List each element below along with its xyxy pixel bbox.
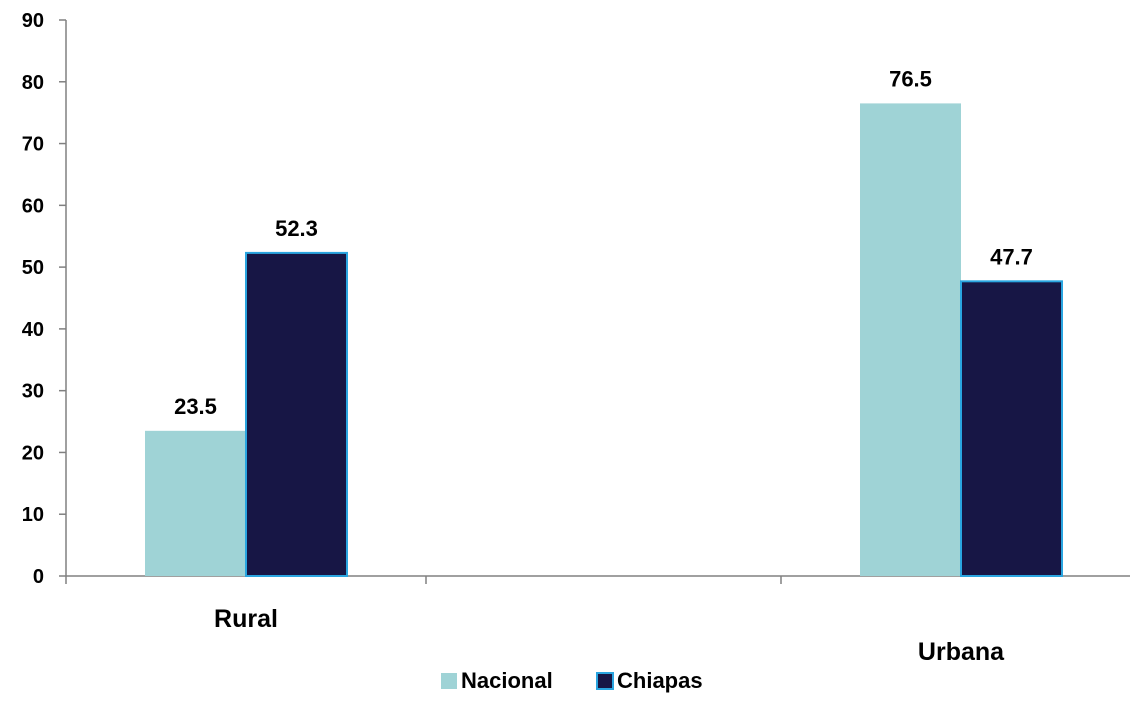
y-tick-label: 50 <box>22 257 44 279</box>
legend-label-nacional: Nacional <box>461 668 553 693</box>
y-tick-label: 70 <box>22 134 44 156</box>
category-label: Rural <box>214 605 278 633</box>
data-label: 52.3 <box>275 216 318 241</box>
data-label: 23.5 <box>174 394 217 419</box>
legend-swatch-nacional <box>441 673 457 689</box>
y-tick-label: 30 <box>22 381 44 403</box>
y-tick-label: 40 <box>22 319 44 341</box>
y-axis: 0 10 20 30 40 50 60 70 80 90 <box>22 10 67 588</box>
y-tick-label: 80 <box>22 72 44 94</box>
bar-chiapas-urbana <box>960 280 1063 577</box>
legend-swatch-chiapas <box>596 672 614 690</box>
legend: Nacional Chiapas <box>441 668 703 693</box>
y-tick-label: 0 <box>33 566 44 588</box>
category-label: Urbana <box>918 638 1005 666</box>
data-labels: 23.5 76.5 52.3 47.7 <box>174 66 1033 418</box>
y-tick-label: 20 <box>22 442 44 464</box>
bar-nacional-rural <box>145 430 246 576</box>
y-tick-label: 60 <box>22 195 44 217</box>
bar-chiapas-rural <box>245 251 348 577</box>
x-axis: Rural Urbana <box>65 575 1130 666</box>
bar-nacional-urbana <box>860 103 961 577</box>
bars <box>145 103 1063 577</box>
data-label: 76.5 <box>889 66 932 91</box>
y-tick-label: 10 <box>22 504 44 526</box>
y-tick-label: 90 <box>22 10 44 32</box>
legend-label-chiapas: Chiapas <box>617 668 703 693</box>
data-label: 47.7 <box>990 244 1033 269</box>
